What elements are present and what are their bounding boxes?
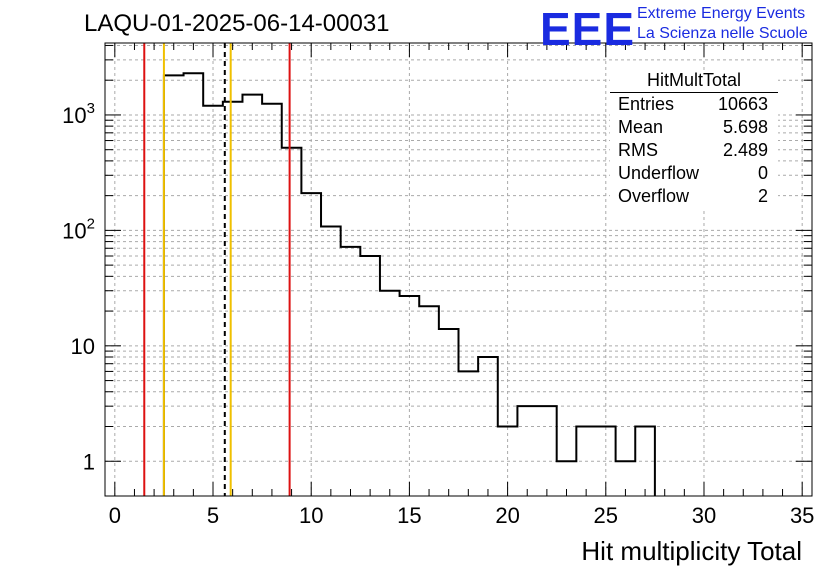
x-tick-label: 15 (397, 503, 421, 528)
stats-name: HitMultTotal (610, 70, 778, 93)
stats-row-mean: Mean 5.698 (610, 116, 778, 139)
x-tick-label: 0 (109, 503, 121, 528)
x-tick-label: 20 (495, 503, 519, 528)
y-tick-label: 102 (62, 215, 95, 243)
stats-value: 5.698 (722, 117, 768, 137)
eee-logo: EEE (540, 3, 636, 55)
plot-frame (104, 42, 813, 497)
x-tick-label: 35 (790, 503, 814, 528)
y-tick-label: 10 (71, 334, 95, 359)
stats-label: Underflow (618, 163, 700, 183)
x-axis-label: Hit multiplicity Total (581, 536, 802, 566)
stats-value: 10663 (717, 94, 768, 114)
stats-row-underflow: Underflow 0 (610, 162, 778, 185)
x-tick-label: 25 (594, 503, 618, 528)
x-tick-label: 30 (692, 503, 716, 528)
logo-line-2: La Scienza nelle Scuole (637, 25, 808, 42)
stats-label: Overflow (618, 186, 690, 206)
stats-value: 2 (757, 186, 768, 206)
stats-row-entries: Entries 10663 (610, 93, 778, 116)
stats-label: Entries (618, 94, 675, 114)
logo-line-1: Extreme Energy Events (637, 5, 806, 22)
x-tick-label: 5 (207, 503, 219, 528)
y-tick-label: 1 (83, 449, 95, 474)
chart-title: LAQU-01-2025-06-14-00031 (84, 10, 390, 37)
stats-label: Mean (618, 117, 664, 137)
stats-box: HitMultTotal Entries 10663 Mean 5.698 RM… (610, 70, 778, 208)
y-tick-label: 103 (62, 100, 95, 128)
stats-row-overflow: Overflow 2 (610, 185, 778, 208)
stats-row-rms: RMS 2.489 (610, 139, 778, 162)
x-tick-label: 10 (299, 503, 323, 528)
stats-value: 0 (757, 163, 768, 183)
stats-label: RMS (618, 140, 658, 160)
histogram-line (162, 72, 656, 496)
stats-value: 2.489 (722, 140, 768, 160)
